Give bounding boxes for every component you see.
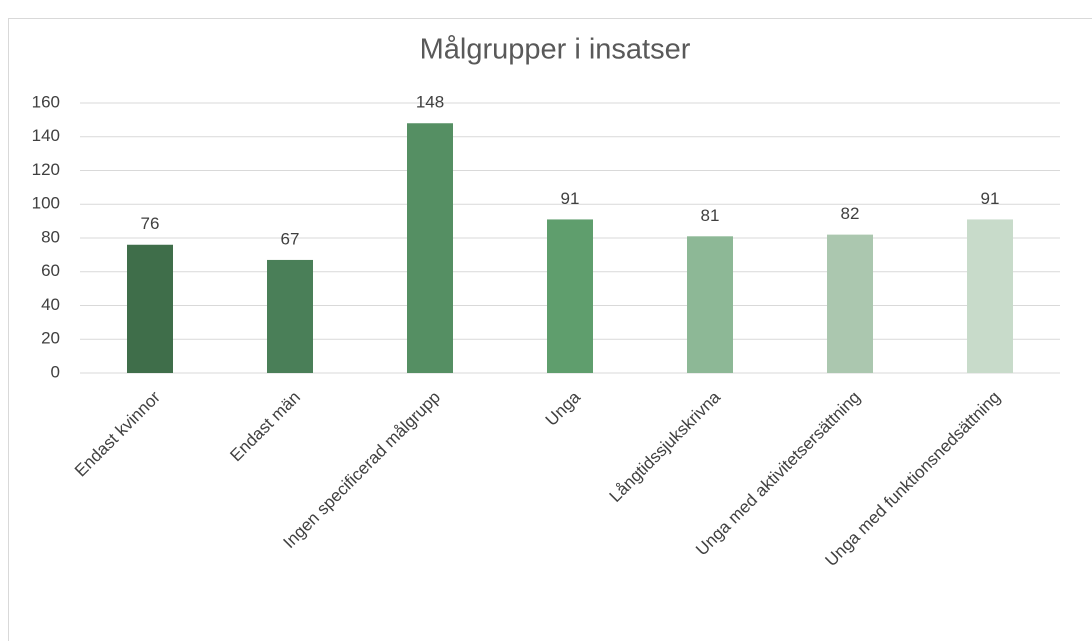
data-label: 81: [701, 206, 720, 225]
y-tick-label: 160: [32, 92, 60, 111]
data-label: 67: [281, 229, 300, 248]
bar: [407, 123, 453, 373]
bar: [127, 244, 173, 373]
bar: [687, 236, 733, 373]
data-label: 76: [141, 214, 160, 233]
y-tick-label: 100: [32, 194, 60, 213]
y-tick-label: 80: [41, 227, 60, 246]
bar: [967, 219, 1013, 373]
data-label: 82: [841, 204, 860, 223]
y-tick-label: 20: [41, 329, 60, 348]
bar: [827, 234, 873, 373]
chart-title: Målgrupper i insatser: [420, 34, 691, 66]
bar: [547, 219, 593, 373]
data-label: 91: [981, 189, 1000, 208]
y-tick-label: 60: [41, 261, 60, 280]
y-tick-label: 40: [41, 295, 60, 314]
bar: [267, 259, 313, 373]
y-tick-label: 0: [51, 362, 60, 381]
data-label: 148: [416, 93, 444, 112]
data-label: 91: [561, 189, 580, 208]
y-tick-label: 140: [32, 126, 60, 145]
y-tick-label: 120: [32, 160, 60, 179]
